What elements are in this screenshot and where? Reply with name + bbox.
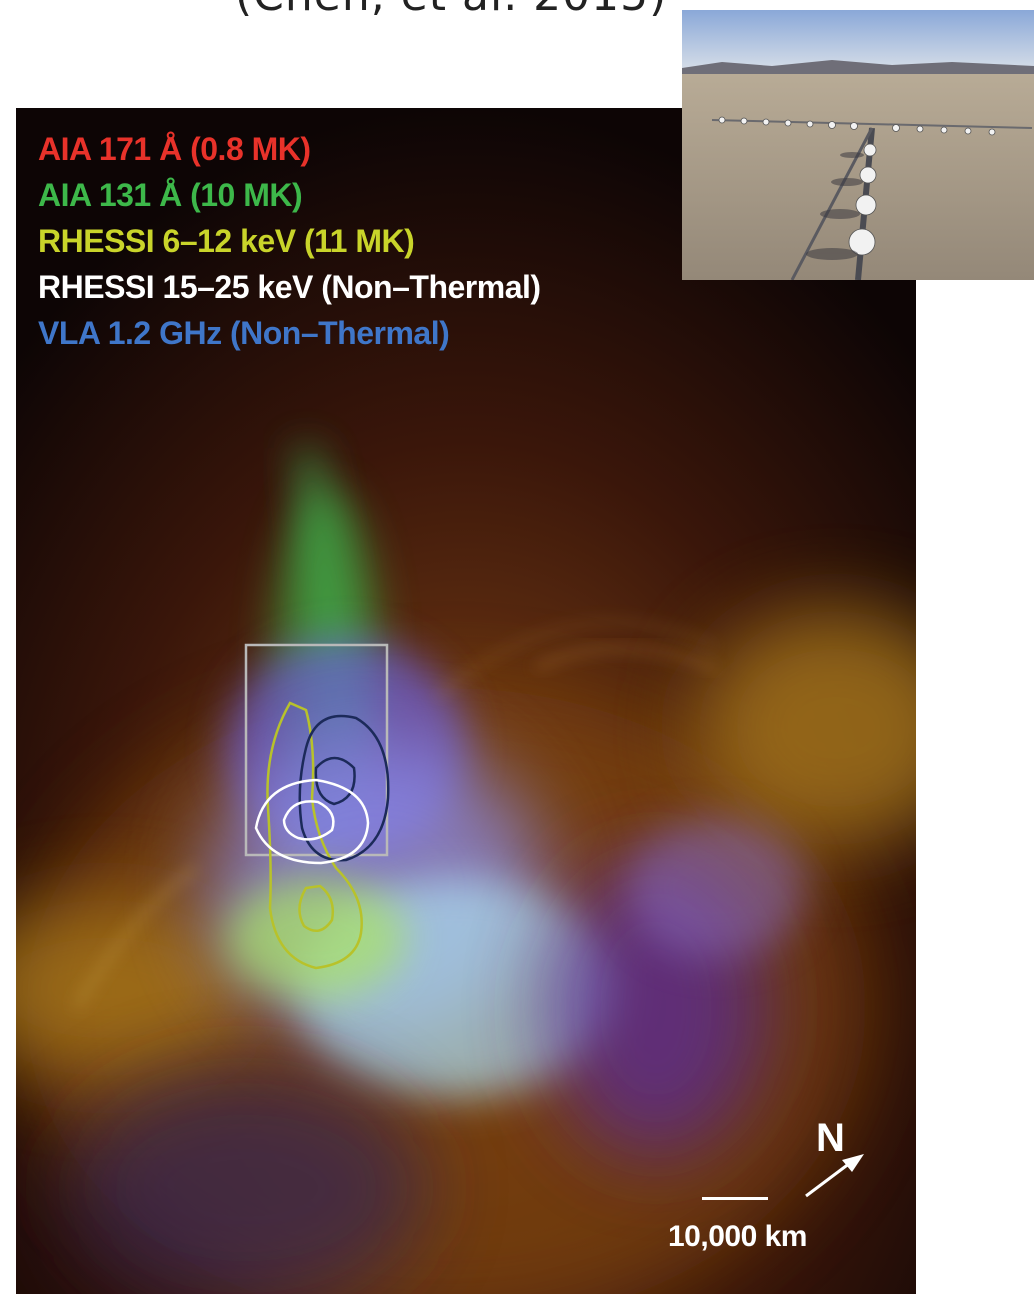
legend: AIA 171 Å (0.8 MK) AIA 131 Å (10 MK) RHE… [38, 126, 541, 356]
flare-composite-graphic [16, 108, 916, 1294]
contour-rhessi-nonthermal-outer [254, 778, 370, 865]
north-label: N [816, 1116, 845, 1160]
vla-array-photo [682, 10, 1034, 280]
scale-bar [702, 1197, 768, 1200]
legend-item: VLA 1.2 GHz (Non–Thermal) [38, 315, 450, 351]
legend-item: AIA 131 Å (10 MK) [38, 177, 303, 213]
contour-rhessi-thermal-inner [298, 884, 334, 933]
scale-label: 10,000 km [668, 1220, 807, 1253]
legend-item: RHESSI 6–12 keV (11 MK) [38, 223, 415, 259]
citation: (Chen, et al. 2015) [235, 0, 667, 21]
region-box [244, 643, 389, 857]
contour-rhessi-nonthermal-inner [282, 800, 335, 841]
contour-vla-outer [298, 714, 390, 862]
legend-item: RHESSI 15–25 keV (Non–Thermal) [38, 269, 541, 305]
solar-flare-image: AIA 171 Å (0.8 MK) AIA 131 Å (10 MK) RHE… [16, 108, 916, 1294]
contour-rhessi-thermal [266, 701, 363, 970]
north-arrow-icon [805, 1154, 864, 1198]
legend-item: AIA 171 Å (0.8 MK) [38, 131, 311, 167]
